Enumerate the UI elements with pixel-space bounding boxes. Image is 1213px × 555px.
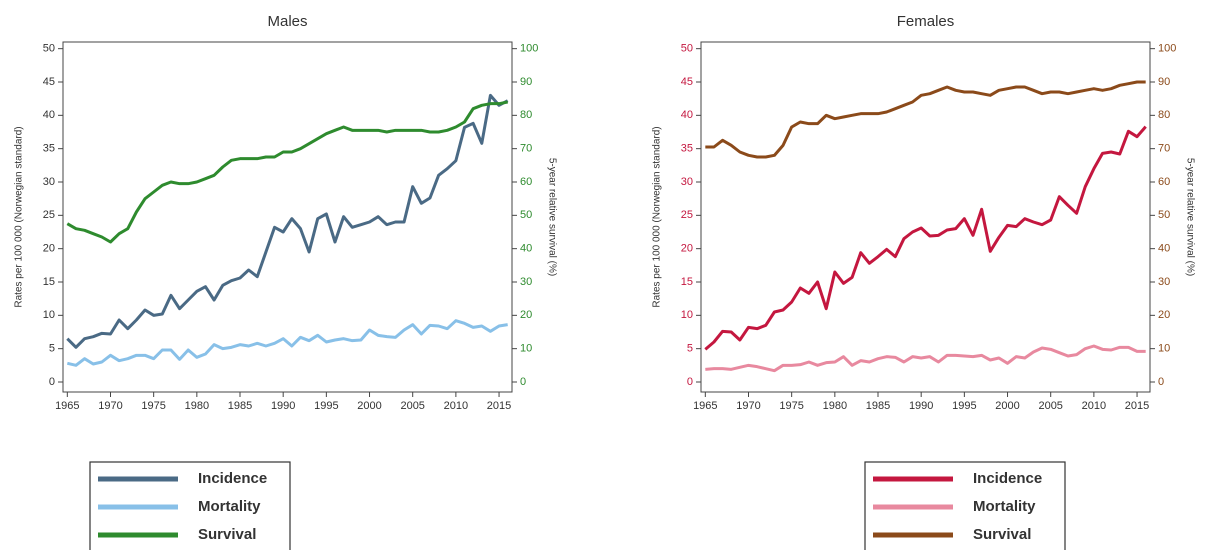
y2-tick-label: 90 [1158,76,1170,88]
y2-tick-label: 60 [520,176,532,188]
y-tick-label: 15 [43,276,55,288]
plot-frame [700,41,1151,393]
y2-tick-label: 60 [1158,176,1170,188]
y-tick-label: 5 [49,343,55,355]
legend-label: Incidence [973,470,1042,487]
x-tick-label: 1975 [779,400,803,412]
y2-tick-label: 90 [520,76,532,88]
x-tick-label: 1995 [314,400,338,412]
x-tick-label: 1970 [98,400,122,412]
x-tick-label: 2010 [444,400,468,412]
y-tick-label: 25 [681,209,693,221]
y-tick-label: 45 [681,76,693,88]
x-tick-label: 1965 [693,400,717,412]
series-line [66,93,509,349]
y-tick-label: 50 [43,43,55,55]
y-tick-label: 15 [681,276,693,288]
y-tick-label: 40 [43,109,55,121]
y2-tick-label: 0 [1158,376,1164,388]
y-tick-label: 10 [43,309,55,321]
y-tick-label: 0 [687,376,693,388]
y-tick-label: 10 [681,309,693,321]
y2-tick-label: 80 [520,109,532,121]
y2-tick-label: 20 [1158,309,1170,321]
y2-tick-label: 0 [520,376,526,388]
y2-tick-label: 30 [520,276,532,288]
y2-tick-label: 40 [520,243,532,255]
x-tick-label: 1980 [823,400,847,412]
legend-label: Incidence [198,470,267,487]
y2-tick-label: 40 [1158,243,1170,255]
x-tick-label: 2000 [357,400,381,412]
y-tick-label: 25 [43,209,55,221]
y-tick-label: 0 [49,376,55,388]
x-tick-label: 1965 [55,400,79,412]
x-tick-label: 1985 [228,400,252,412]
y2-tick-label: 50 [520,209,532,221]
y2-tick-label: 50 [1158,209,1170,221]
y2-tick-label: 70 [520,143,532,155]
y2-axis-label: 5-year relative survival (%) [546,158,557,276]
y2-tick-label: 80 [1158,109,1170,121]
x-tick-label: 2015 [487,400,511,412]
y-tick-label: 50 [681,43,693,55]
y-tick-label: 45 [43,76,55,88]
y-tick-label: 5 [687,343,693,355]
series-line [705,80,1146,159]
y-axis-label: Rates per 100 000 (Norwegian standard) [14,126,25,307]
y-tick-label: 30 [681,176,693,188]
x-tick-label: 1995 [952,400,976,412]
y-tick-label: 20 [681,243,693,255]
y2-tick-label: 70 [1158,143,1170,155]
legend-label: Mortality [973,498,1036,515]
y2-tick-label: 20 [520,309,532,321]
x-tick-label: 1980 [185,400,209,412]
x-tick-label: 2005 [400,400,424,412]
y-tick-label: 30 [43,176,55,188]
legend-label: Survival [973,526,1031,543]
plot-frame [62,41,513,393]
series-line [66,100,508,244]
chart-title: Females [897,13,955,30]
y2-tick-label: 100 [520,43,538,55]
y2-tick-label: 30 [1158,276,1170,288]
series-line [704,125,1147,351]
x-tick-label: 1985 [866,400,890,412]
x-tick-label: 1990 [909,400,933,412]
y-tick-label: 40 [681,109,693,121]
legend-label: Mortality [198,498,261,515]
y2-tick-label: 10 [520,343,532,355]
chart-title: Males [267,13,307,30]
y2-axis-label: 5-year relative survival (%) [1184,158,1195,276]
x-tick-label: 1975 [141,400,165,412]
y2-tick-label: 10 [1158,343,1170,355]
x-tick-label: 2005 [1038,400,1062,412]
x-tick-label: 2000 [995,400,1019,412]
legend-label: Survival [198,526,256,543]
y2-tick-label: 100 [1158,43,1176,55]
series-line [705,344,1146,373]
y-tick-label: 35 [681,143,693,155]
x-tick-label: 2010 [1082,400,1106,412]
series-line [66,319,508,367]
legend-box [89,461,291,555]
x-tick-label: 2015 [1125,400,1149,412]
y-tick-label: 20 [43,243,55,255]
x-tick-label: 1990 [271,400,295,412]
legend-box [864,461,1066,555]
y-tick-label: 35 [43,143,55,155]
x-tick-label: 1970 [736,400,760,412]
y-axis-label: Rates per 100 000 (Norwegian standard) [652,126,663,307]
